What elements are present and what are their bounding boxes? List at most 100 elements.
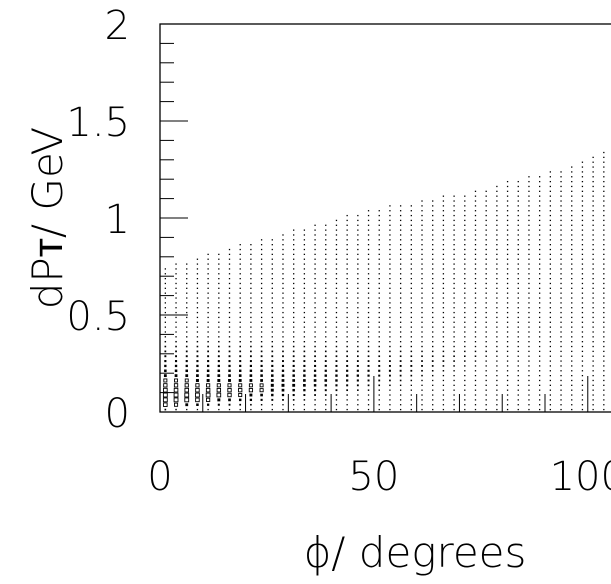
bin-box	[239, 369, 242, 372]
bin-box	[292, 374, 295, 377]
bin-box	[464, 195, 466, 197]
bin-box	[282, 258, 284, 260]
bin-box	[442, 326, 445, 328]
bin-box	[506, 321, 509, 323]
bin-box	[421, 229, 423, 231]
bin-box	[218, 258, 220, 260]
bin-box	[603, 374, 605, 377]
bin-box	[325, 253, 327, 256]
bin-box	[464, 239, 466, 241]
bin-box	[496, 273, 498, 275]
bin-box	[314, 394, 316, 396]
bin-box	[496, 229, 498, 231]
bin-box	[335, 408, 338, 411]
bin-box	[539, 239, 541, 241]
bin-box	[592, 263, 594, 265]
bin-box	[271, 355, 274, 358]
bin-box	[485, 370, 487, 372]
bin-box	[399, 282, 402, 285]
bin-box	[603, 180, 605, 183]
bin-box	[432, 268, 434, 270]
bin-box	[238, 379, 242, 382]
bin-box	[571, 384, 573, 386]
bin-box	[314, 408, 316, 411]
bin-box	[293, 292, 295, 294]
bin-box	[389, 350, 391, 353]
bin-box	[506, 360, 509, 362]
bin-box	[239, 253, 241, 256]
bin-box	[218, 321, 220, 323]
bin-box	[432, 224, 434, 226]
bin-box	[217, 374, 221, 377]
bin-box	[218, 253, 220, 256]
bin-box	[453, 234, 455, 236]
bin-box	[207, 273, 209, 275]
bin-box	[346, 263, 348, 265]
bin-box	[282, 273, 284, 275]
bin-box	[496, 248, 498, 251]
bin-box	[581, 374, 584, 377]
bin-box	[517, 370, 519, 372]
bin-box	[549, 253, 551, 256]
bin-box	[421, 302, 423, 304]
bin-box	[485, 321, 487, 323]
bin-box	[206, 383, 211, 388]
bin-box	[581, 253, 584, 256]
bin-box	[453, 214, 455, 217]
bin-box	[399, 399, 402, 401]
bin-box	[389, 210, 391, 212]
bin-box	[260, 263, 263, 265]
bin-box	[346, 360, 349, 362]
bin-box	[506, 258, 509, 260]
bin-box	[206, 374, 210, 377]
bin-box	[228, 273, 231, 275]
bin-box	[528, 331, 530, 333]
bin-box	[207, 292, 209, 294]
bin-box	[378, 282, 380, 285]
bin-box	[431, 369, 434, 372]
bin-box	[603, 185, 605, 188]
bin-box	[367, 268, 370, 270]
bin-box	[581, 239, 584, 241]
bin-box	[517, 229, 519, 231]
bin-box	[506, 273, 509, 275]
bin-box	[250, 258, 252, 260]
bin-box	[560, 258, 562, 260]
bin-box	[603, 316, 605, 319]
bin-box	[250, 253, 252, 256]
bin-box	[250, 277, 252, 280]
bin-box	[250, 340, 252, 343]
bin-box	[271, 292, 273, 294]
bin-box	[239, 355, 242, 358]
bin-box	[442, 374, 445, 377]
bin-box	[528, 258, 530, 260]
bin-box	[195, 383, 200, 388]
bin-box	[217, 398, 221, 402]
bin-box	[357, 404, 359, 406]
bin-box	[184, 397, 190, 403]
bin-box	[485, 195, 487, 197]
bin-box	[389, 384, 391, 387]
bin-box	[260, 268, 263, 270]
bin-box	[496, 384, 498, 386]
bin-box	[453, 336, 455, 338]
bin-box	[303, 229, 306, 231]
bin-box	[293, 297, 295, 299]
bin-box	[303, 282, 306, 285]
bin-box	[474, 219, 477, 222]
bin-box	[389, 248, 391, 251]
bin-box	[207, 307, 209, 309]
bin-box	[346, 316, 348, 319]
bin-box	[346, 307, 348, 309]
bin-box	[260, 239, 263, 241]
bin-box	[399, 369, 402, 372]
bin-box	[592, 399, 594, 401]
bin-box	[506, 374, 509, 377]
bin-box	[506, 214, 509, 217]
bin-box	[239, 248, 241, 251]
bin-box	[539, 404, 541, 406]
bin-box	[539, 180, 541, 183]
bin-box	[464, 331, 466, 333]
bin-box	[517, 292, 519, 294]
